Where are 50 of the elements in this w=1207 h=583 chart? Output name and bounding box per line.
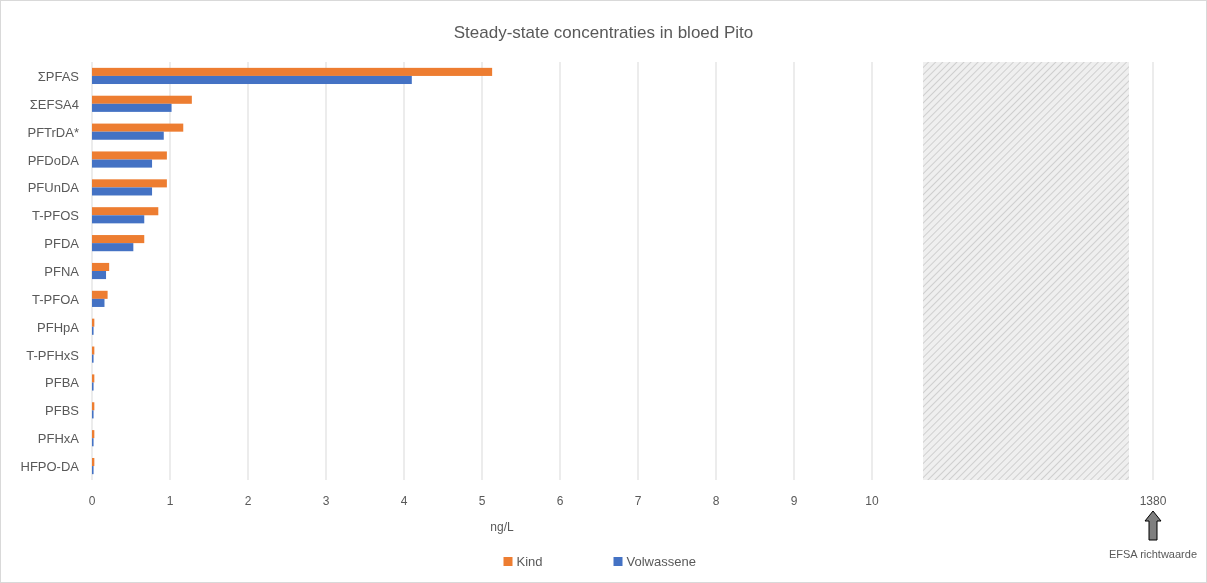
x-axis-title: ng/L xyxy=(490,520,514,534)
bar xyxy=(92,67,493,76)
bar xyxy=(92,187,153,196)
legend-label: Volwassene xyxy=(626,554,696,569)
bar xyxy=(92,298,105,307)
y-tick-label: PFHpA xyxy=(37,319,80,335)
y-tick-label: PFDA xyxy=(44,236,80,252)
bar xyxy=(92,290,108,299)
bar xyxy=(92,179,167,188)
bar xyxy=(92,103,172,112)
y-tick-label: ΣPFAS xyxy=(37,68,80,84)
legend-label: Kind xyxy=(516,554,543,569)
bar xyxy=(92,235,145,244)
y-tick-label: PFHxA xyxy=(37,431,80,447)
x-tick-label: 7 xyxy=(634,494,642,508)
y-tick-label: PFBA xyxy=(45,375,80,391)
bar xyxy=(92,151,167,160)
bar xyxy=(92,95,192,104)
bar xyxy=(92,123,184,132)
x-tick-label: 0 xyxy=(88,494,96,508)
chart-title: Steady-state concentraties in bloed Pito xyxy=(453,23,754,42)
x-tick-label: 3 xyxy=(322,494,330,508)
bar xyxy=(92,131,164,140)
y-tick-label: PFTrDA* xyxy=(27,124,79,140)
y-tick-label: HFPO-DA xyxy=(20,459,80,475)
y-tick-label: T-PFOS xyxy=(32,208,80,224)
bar xyxy=(92,243,134,252)
x-tick-label: 9 xyxy=(790,494,798,508)
bar xyxy=(92,271,107,280)
x-tick-label: 6 xyxy=(556,494,564,508)
bar xyxy=(92,262,110,271)
x-tick-label: 8 xyxy=(712,494,720,508)
y-tick-label: PFUnDA xyxy=(27,180,80,196)
x-tick-label: 1 xyxy=(166,494,174,508)
x-tick-label: 10 xyxy=(865,494,879,508)
y-tick-label: ΣEFSA4 xyxy=(29,96,79,112)
x-tick-label: 2 xyxy=(244,494,252,508)
bar xyxy=(92,159,153,168)
y-tick-label: PFNA xyxy=(44,264,80,279)
y-tick-label: T-PFOA xyxy=(32,291,80,307)
y-tick-label: PFBS xyxy=(45,403,80,419)
x-tick-label: 4 xyxy=(400,494,408,508)
text: 1380 xyxy=(1139,494,1167,508)
y-tick-label: PFDoDA xyxy=(27,152,80,168)
text: EFSA richtwaarde xyxy=(1108,548,1198,560)
bar xyxy=(92,215,145,224)
y-tick-label: T-PFHxS xyxy=(26,347,80,363)
x-tick-label: 5 xyxy=(478,494,486,508)
bar xyxy=(92,207,159,216)
bar xyxy=(92,75,412,85)
